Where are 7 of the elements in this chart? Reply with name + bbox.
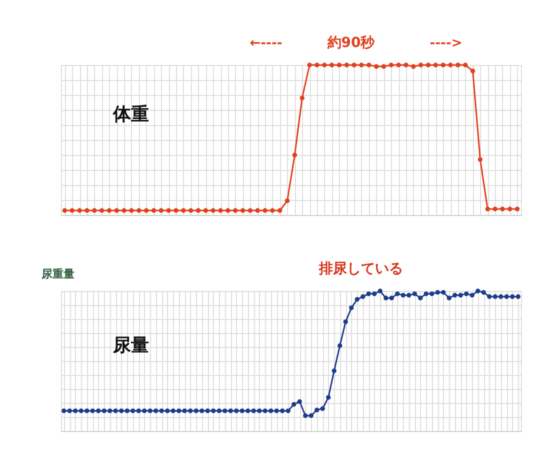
text: ----> [430, 36, 462, 51]
text: 排尿している [318, 261, 403, 277]
text: 約90秒 [326, 35, 376, 51]
annotation: 体重 [112, 104, 149, 125]
y-axis-title: 尿重量 [40, 268, 74, 280]
text: ←---- [250, 36, 282, 51]
annotation: 尿量 [112, 335, 149, 356]
